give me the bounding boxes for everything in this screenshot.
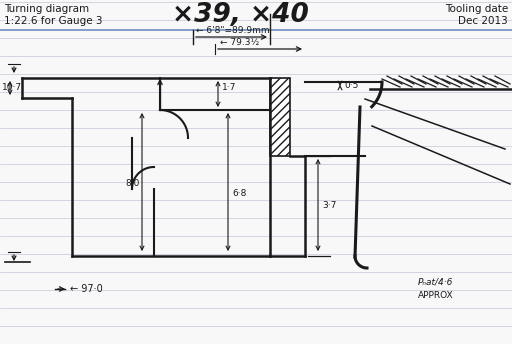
Text: 0·5: 0·5 [344, 82, 358, 90]
Text: 1·7: 1·7 [222, 83, 237, 92]
Text: Tooling date
Dec 2013: Tooling date Dec 2013 [445, 4, 508, 25]
Text: Turning diagram
1:22.6 for Gauge 3: Turning diagram 1:22.6 for Gauge 3 [4, 4, 102, 25]
Polygon shape [270, 78, 290, 156]
Text: APPROX: APPROX [418, 291, 454, 301]
Text: ← 97·0: ← 97·0 [70, 284, 103, 294]
Text: Pₙat/4·6: Pₙat/4·6 [418, 278, 453, 287]
Text: ← 79.3½: ← 79.3½ [220, 38, 259, 47]
Text: 8·0: 8·0 [125, 179, 139, 187]
Text: 6·8: 6·8 [232, 189, 246, 197]
Text: ← 6'8"=89.9mm: ← 6'8"=89.9mm [196, 26, 270, 35]
Text: 3·7: 3·7 [322, 202, 336, 211]
Text: ×39, ×40: ×39, ×40 [172, 2, 308, 28]
Text: 10·7: 10·7 [2, 84, 22, 93]
